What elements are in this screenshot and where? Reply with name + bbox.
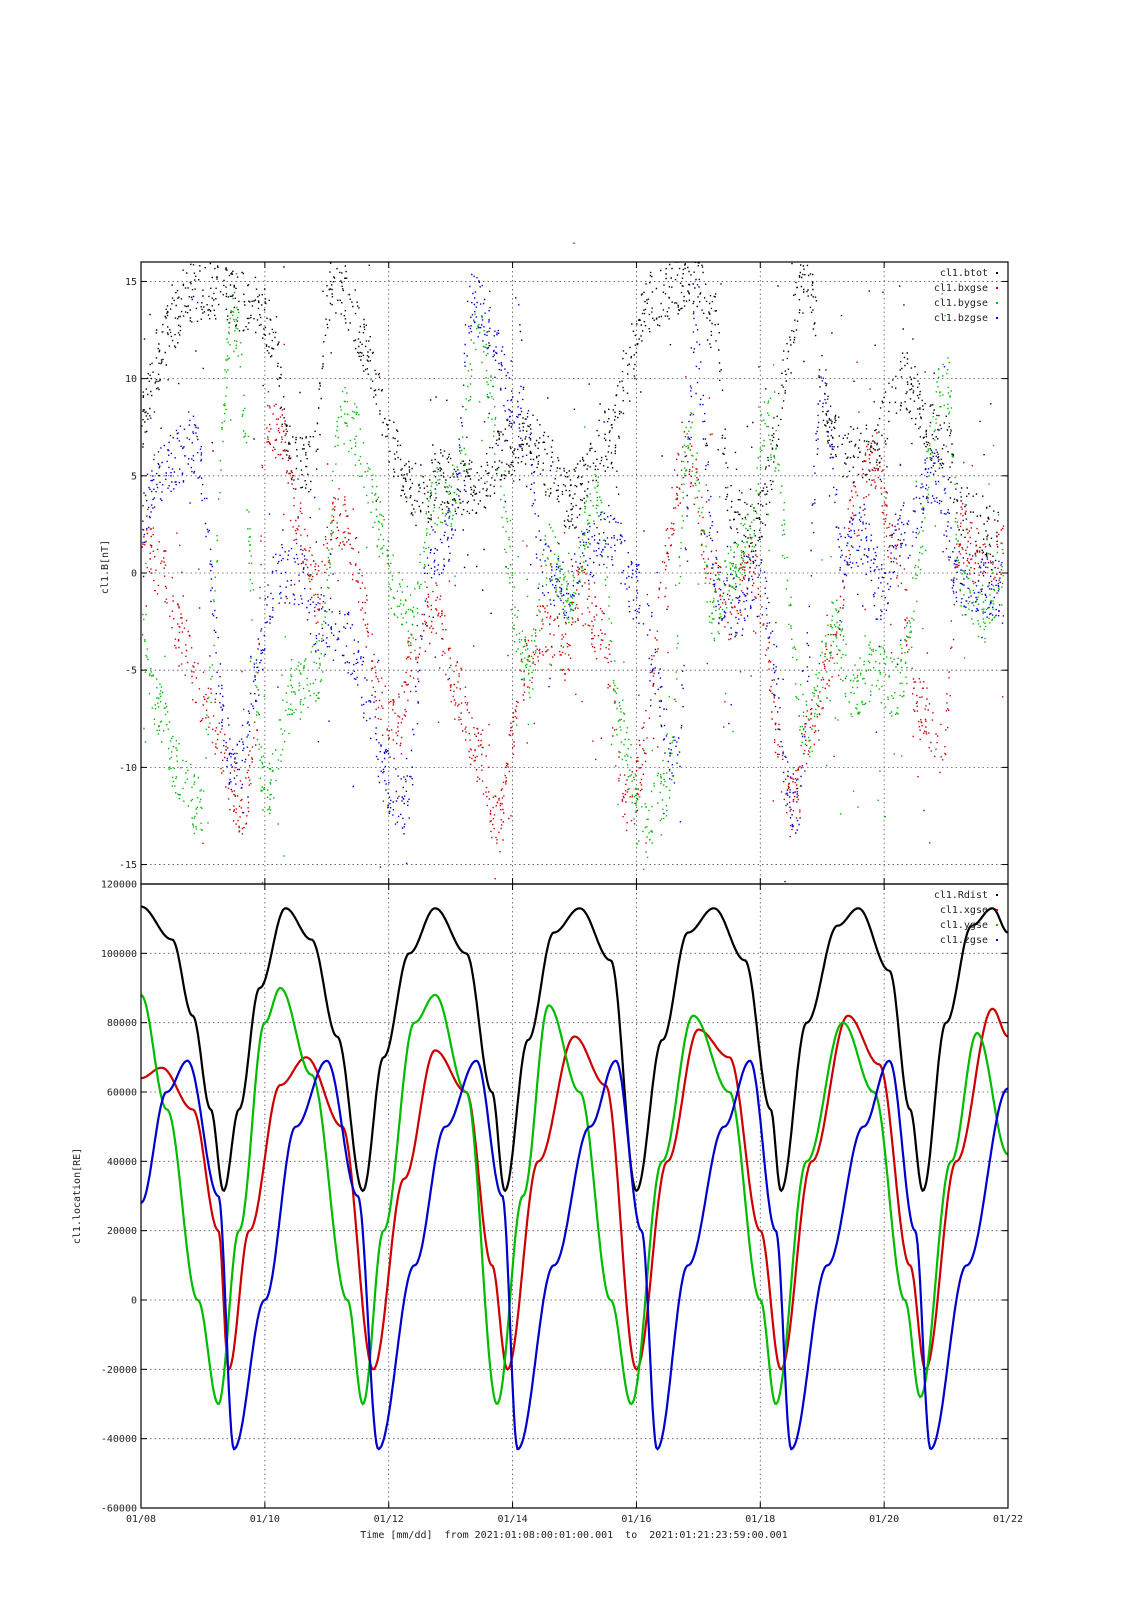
top-legend-label: cl1.btot (940, 268, 988, 279)
bottom-series-cl1-ygse (141, 987, 1008, 1406)
top-legend-label: cl1.bxgse (934, 283, 988, 294)
top-y-tick-label: -5 (125, 666, 137, 677)
bottom-series-line (141, 987, 1008, 1406)
top-legend-swatch (996, 272, 998, 274)
bottom-series-cl1-zgse (141, 1059, 1008, 1451)
x-tick-label: 01/14 (498, 1514, 528, 1525)
bottom-series-cl1-xgse (141, 1007, 1008, 1372)
bottom-y-axis-label: cl1.location[RE] (72, 1148, 83, 1244)
location-panel: -60000 -40000 -20000 0 20000 40000 60000 80000 1… (101, 880, 1023, 1526)
top-series-cl1-bzgse (141, 273, 1004, 883)
bottom-legend-swatch (996, 939, 998, 941)
top-legend-label: cl1.bygse (934, 298, 988, 309)
bottom-series-line (141, 1059, 1008, 1451)
x-tick-label: 01/16 (621, 1514, 651, 1525)
bottom-series-line (141, 1007, 1008, 1372)
top-legend-swatch (996, 287, 998, 289)
x-tick-label: 01/20 (869, 1514, 899, 1525)
top-y-tick-label: 15 (125, 277, 137, 288)
x-tick-label: 01/22 (993, 1514, 1023, 1525)
top-chart-title: - (571, 238, 577, 249)
bottom-y-tick-label: 80000 (107, 1018, 137, 1029)
bottom-y-tick-label: 120000 (101, 880, 137, 891)
top-series-points (142, 262, 999, 618)
bottom-y-tick-label: 40000 (107, 1157, 137, 1168)
bottom-y-tick-label: -20000 (101, 1365, 137, 1376)
bottom-legend-label: cl1.ygse (940, 920, 988, 931)
x-tick-label: 01/08 (126, 1514, 156, 1525)
bottom-y-tick-label: -40000 (101, 1434, 137, 1445)
bottom-y-tick-label: -60000 (101, 1504, 137, 1515)
bottom-plot-frame (140, 883, 1009, 1509)
top-y-tick-label: 5 (131, 471, 137, 482)
bottom-y-tick-label: 100000 (101, 949, 137, 960)
bottom-y-tick-label: 60000 (107, 1088, 137, 1099)
bottom-series-cl1-Rdist (141, 905, 1008, 1193)
top-y-tick-label: 0 (131, 569, 137, 580)
bottom-legend-swatch (996, 924, 998, 926)
bottom-legend-label: cl1.xgse (940, 905, 988, 916)
bottom-legend-swatch (996, 894, 998, 896)
x-tick-label: 01/12 (374, 1514, 404, 1525)
top-series-points (141, 273, 1004, 883)
top-y-tick-label: -15 (119, 860, 137, 871)
magnetic-field-panel: -15 -10 -5 0 5 10 15 cl1.btot cl1.bxgse cl1.bygse… (119, 261, 1009, 885)
top-legend-swatch (996, 302, 998, 304)
bottom-y-tick-label: 20000 (107, 1226, 137, 1237)
top-y-tick-label: -10 (119, 763, 137, 774)
x-tick-label: 01/10 (250, 1514, 280, 1525)
top-series-points (142, 273, 1004, 884)
x-tick-label: 01/18 (745, 1514, 775, 1525)
bottom-legend-label: cl1.zgse (940, 935, 988, 946)
top-series-cl1-bxgse (141, 343, 1005, 880)
top-series-points (141, 343, 1005, 880)
bottom-legend-swatch (996, 909, 998, 911)
top-series-cl1-bygse (142, 273, 1004, 884)
x-axis-label: Time [mm/dd] from 2021:01:08:00:01:00.00… (360, 1530, 787, 1541)
bottom-series-line (141, 905, 1008, 1193)
top-series-cl1-btot (142, 262, 999, 618)
bottom-legend-label: cl1.Rdist (934, 890, 988, 901)
top-legend-swatch (996, 317, 998, 319)
top-y-tick-label: 10 (125, 374, 137, 385)
top-y-axis-label: cl1.B[nT] (100, 540, 111, 594)
top-legend-label: cl1.bzgse (934, 313, 988, 324)
bottom-y-tick-label: 0 (131, 1296, 137, 1307)
